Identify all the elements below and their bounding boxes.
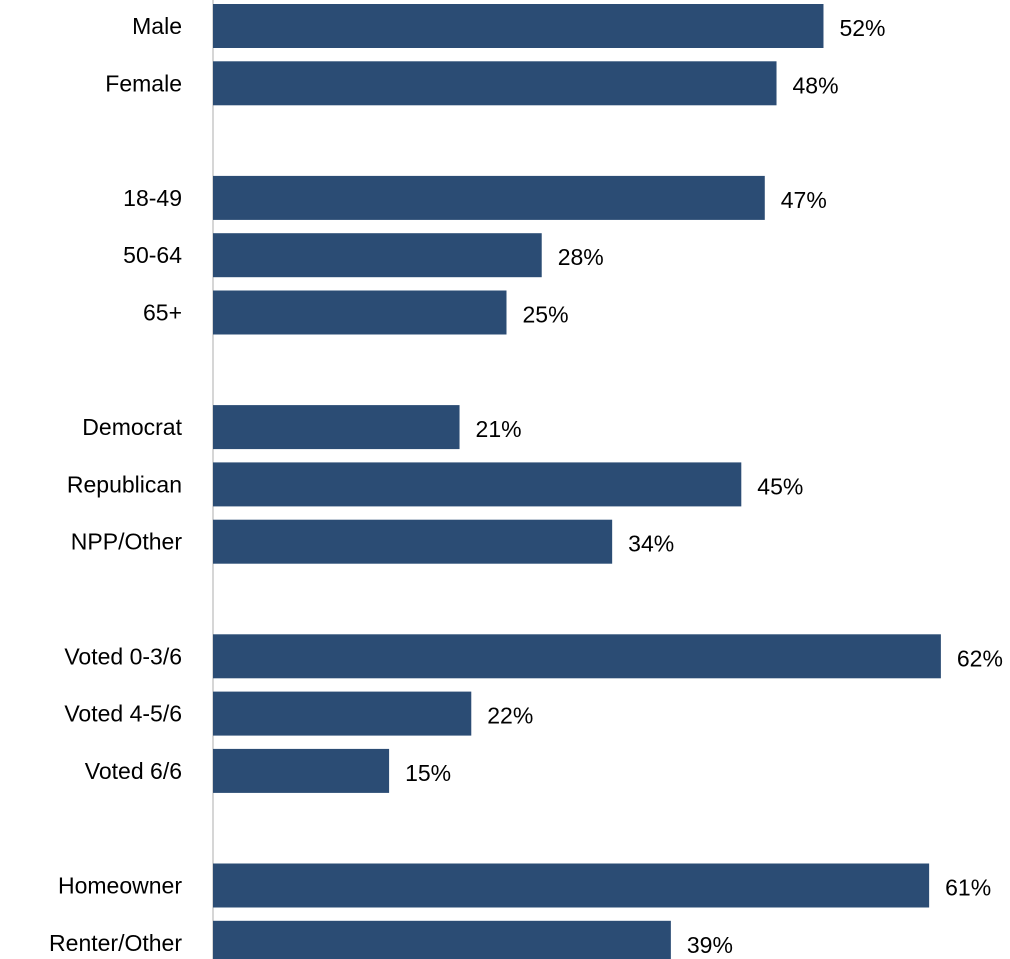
value-label: 39% xyxy=(687,932,733,958)
bar-18-49 xyxy=(213,175,765,220)
category-label: Female xyxy=(105,70,182,96)
value-label: 28% xyxy=(558,244,604,270)
bar-democrat xyxy=(213,405,460,450)
value-label: 25% xyxy=(523,302,569,328)
value-label: 61% xyxy=(945,875,991,901)
value-label: 45% xyxy=(757,473,803,499)
value-label: 62% xyxy=(957,645,1003,671)
category-label: 18-49 xyxy=(123,185,182,211)
bar-renter-other xyxy=(213,920,671,959)
bar-male xyxy=(213,4,824,48)
bars-layer: Male 52% Female 48% 18-49 47% 50-64 28% 65+ 25% De… xyxy=(49,4,1003,959)
category-label: Male xyxy=(132,13,182,39)
category-label: Voted 0-3/6 xyxy=(64,643,182,669)
category-label: NPP/Other xyxy=(71,529,183,555)
category-label: Voted 4-5/6 xyxy=(64,701,182,727)
value-label: 48% xyxy=(793,72,839,98)
category-label: Voted 6/6 xyxy=(85,758,182,784)
category-label: Republican xyxy=(67,471,182,497)
bar-homeowner xyxy=(213,863,930,908)
value-label: 52% xyxy=(839,15,885,41)
bar-voted-0-3-6 xyxy=(213,634,941,679)
category-label: 50-64 xyxy=(123,242,182,268)
bar-npp-other xyxy=(213,519,613,564)
value-label: 22% xyxy=(487,703,533,729)
bar-republican xyxy=(213,462,742,507)
value-label: 47% xyxy=(781,187,827,213)
value-label: 34% xyxy=(628,531,674,557)
value-label: 21% xyxy=(476,416,522,442)
bar-voted-4-5-6 xyxy=(213,691,472,736)
value-label: 15% xyxy=(405,760,451,786)
bar-50-64 xyxy=(213,233,542,278)
category-label: Homeowner xyxy=(58,873,182,899)
category-label: Renter/Other xyxy=(49,930,182,956)
category-label: Democrat xyxy=(82,414,182,440)
bar-voted-6-6 xyxy=(213,748,390,793)
bar-65- xyxy=(213,290,507,335)
category-label: 65+ xyxy=(143,300,182,326)
bar-female xyxy=(213,61,777,106)
